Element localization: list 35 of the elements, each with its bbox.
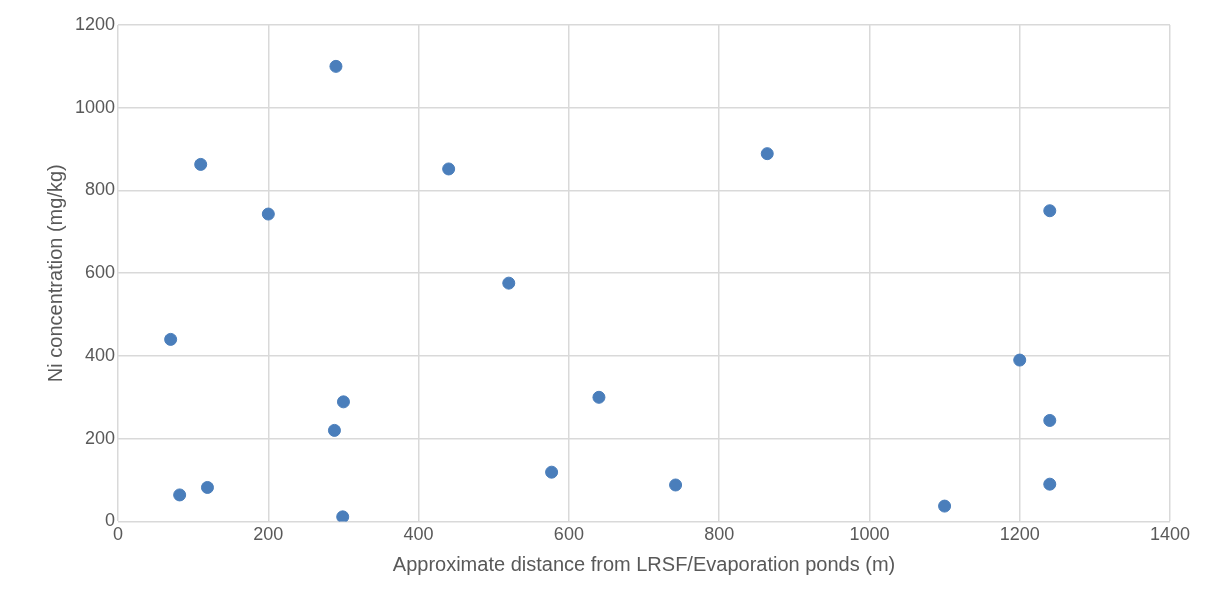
x-tick-label: 600 [553,524,584,545]
point [442,162,456,176]
x-tick-label: 1000 [849,524,890,545]
point [938,499,952,513]
point [669,478,683,492]
point [200,480,214,494]
x-tick-label: 400 [403,524,434,545]
y-tick-label: 600 [85,262,116,283]
point [1043,204,1057,218]
point [173,488,187,502]
point [1043,477,1057,491]
point [336,395,350,409]
x-tick-label: 1400 [1149,524,1191,545]
point [164,332,178,346]
y-tick-label: 1000 [75,96,116,117]
y-axis-title: Ni concentration (mg/kg) [43,164,66,383]
point [261,207,275,221]
point [327,423,341,437]
y-tick-label: 800 [85,179,116,200]
point [502,276,516,290]
point [329,59,343,73]
x-tick-label: 200 [253,524,284,545]
point [592,390,606,404]
point [760,147,774,161]
point [545,465,559,479]
y-tick-label: 400 [85,344,116,365]
x-tick-label: 800 [704,524,735,545]
x-axis-title: Approximate distance from LRSF/Evaporation ponds (m) [392,552,896,575]
y-tick-label: 200 [85,427,116,448]
point [194,157,208,171]
y-tick-label: 1200 [75,13,116,34]
x-tick-label: 1200 [999,524,1040,545]
point [1013,353,1027,367]
point [1043,413,1057,427]
point [336,510,350,522]
